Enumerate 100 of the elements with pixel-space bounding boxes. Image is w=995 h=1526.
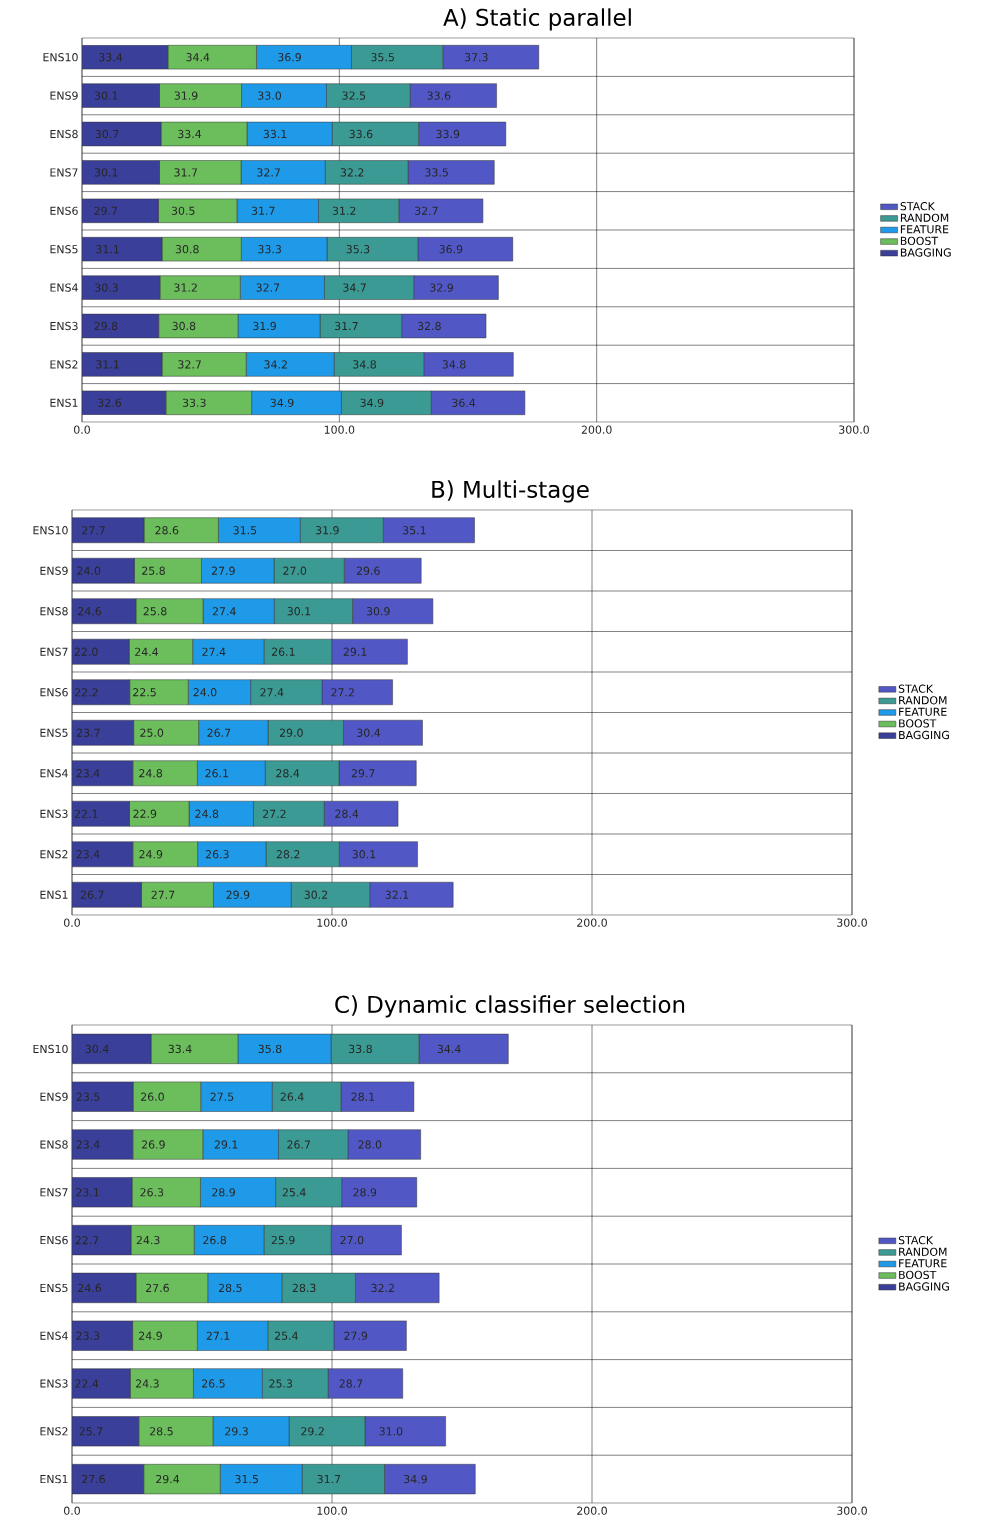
y-tick-label: ENS10 (43, 53, 78, 62)
chart-title: B) Multi-stage (432, 480, 589, 503)
y-tick-label: ENS1 (40, 1474, 68, 1484)
data-label: 26.9 (141, 1140, 165, 1149)
y-tick-label: ENS6 (40, 688, 68, 697)
y-tick-label: ENS9 (40, 1092, 68, 1101)
bar (72, 1368, 131, 1399)
data-label: 30.5 (171, 206, 195, 215)
data-label: 27.0 (283, 566, 307, 575)
data-label: 33.4 (168, 1044, 192, 1054)
data-label: 25.3 (269, 1379, 293, 1388)
data-label: 28.7 (339, 1379, 363, 1388)
x-tick-label: 200.0 (581, 425, 612, 434)
bar (72, 1464, 145, 1495)
x-tick-label: 100.0 (324, 425, 355, 434)
data-label: 30.8 (175, 245, 199, 254)
y-tick-label: ENS8 (40, 607, 68, 616)
data-label: 25.8 (143, 607, 167, 616)
y-tick-label: ENS9 (50, 91, 78, 100)
data-label: 27.6 (145, 1283, 169, 1293)
data-label: 24.3 (136, 1235, 160, 1245)
legend-label: FEATURE (899, 1259, 947, 1268)
bar (82, 83, 160, 108)
data-label: 26.3 (140, 1188, 164, 1197)
data-label: 29.7 (94, 206, 118, 215)
data-label: 28.2 (276, 850, 300, 859)
data-label: 30.4 (85, 1044, 109, 1054)
data-label: 34.7 (343, 283, 366, 292)
data-label: 28.3 (292, 1283, 316, 1293)
bar (82, 160, 160, 185)
data-label: 30.1 (352, 850, 376, 859)
data-label: 31.9 (315, 526, 339, 535)
data-label: 29.2 (301, 1427, 324, 1436)
data-label: 30.1 (287, 607, 311, 616)
data-label: 28.9 (212, 1188, 235, 1197)
legend-label: BAGGING (900, 248, 951, 257)
data-label: 27.9 (344, 1331, 368, 1340)
data-label: 29.3 (225, 1427, 248, 1436)
data-label: 27.2 (263, 809, 286, 818)
bar (72, 881, 142, 908)
legend-label: BOOST (899, 719, 937, 728)
data-label: 33.1 (263, 129, 287, 139)
y-tick-label: ENS2 (40, 1427, 68, 1436)
data-label: 29.6 (356, 566, 380, 575)
data-label: 27.4 (260, 688, 284, 697)
x-tick-label: 0.0 (74, 425, 90, 434)
data-label: 27.5 (210, 1092, 234, 1101)
data-label: 31.0 (379, 1427, 403, 1436)
data-label: 28.4 (335, 809, 359, 818)
data-label: 33.6 (349, 129, 373, 139)
y-tick-label: ENS4 (40, 1331, 68, 1340)
data-label: 31.5 (235, 1474, 258, 1484)
data-label: 34.9 (360, 398, 384, 407)
data-label: 24.0 (77, 566, 101, 575)
data-label: 33.5 (425, 168, 448, 177)
bar (72, 800, 130, 827)
y-tick-label: ENS5 (40, 1283, 68, 1293)
data-label: 26.7 (207, 728, 231, 737)
data-label: 30.8 (172, 321, 196, 331)
bar (72, 719, 134, 746)
data-label: 28.5 (218, 1283, 242, 1293)
data-label: 31.7 (335, 321, 358, 331)
y-tick-label: ENS4 (50, 283, 78, 292)
y-tick-label: ENS2 (50, 360, 78, 369)
data-label: 23.4 (76, 1140, 100, 1149)
y-tick-label: ENS4 (40, 769, 68, 778)
data-label: 28.9 (353, 1188, 377, 1197)
bar (72, 1129, 134, 1160)
data-label: 32.9 (430, 283, 454, 292)
data-label: 27.6 (82, 1474, 105, 1484)
y-tick-label: ENS6 (40, 1235, 68, 1245)
data-label: 29.1 (214, 1140, 238, 1149)
x-tick-label: 0.0 (64, 918, 80, 927)
data-label: 23.7 (76, 728, 100, 737)
data-label: 23.5 (76, 1092, 100, 1101)
data-label: 33.3 (258, 245, 282, 254)
bar (82, 352, 163, 377)
y-tick-label: ENS5 (40, 728, 68, 737)
data-label: 24.9 (139, 1331, 162, 1340)
y-tick-label: ENS1 (50, 398, 78, 407)
bar (72, 638, 130, 665)
legend-label: BOOST (899, 1270, 937, 1280)
data-label: 32.2 (340, 168, 364, 177)
data-label: 23.1 (76, 1188, 99, 1197)
x-tick-label: 100.0 (317, 1506, 347, 1515)
x-tick-label: 200.0 (577, 1506, 607, 1515)
data-label: 30.3 (95, 283, 118, 292)
data-label: 27.2 (331, 688, 354, 697)
data-label: 29.8 (94, 321, 118, 331)
y-tick-label: ENS5 (50, 245, 78, 254)
data-label: 29.1 (343, 647, 367, 656)
data-label: 26.1 (271, 647, 295, 656)
data-label: 26.5 (202, 1379, 225, 1388)
data-label: 25.4 (282, 1188, 306, 1197)
data-label: 30.2 (304, 890, 328, 899)
y-tick-label: ENS9 (40, 566, 68, 575)
x-tick-label: 300.0 (837, 1506, 867, 1515)
data-label: 31.9 (253, 321, 276, 331)
data-label: 30.1 (94, 168, 118, 177)
data-label: 25.4 (274, 1331, 298, 1340)
